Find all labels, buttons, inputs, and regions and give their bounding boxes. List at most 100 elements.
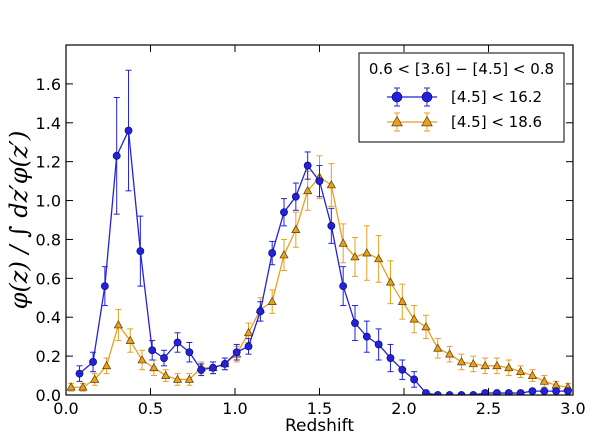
series-faint-point: [421, 322, 431, 331]
series-faint-point: [374, 253, 384, 263]
series-bright-point: [209, 363, 217, 372]
legend-entry-faint-marker: [421, 115, 433, 127]
series-bright-point: [232, 348, 241, 357]
series-bright-point: [124, 126, 133, 135]
series-bright-point: [136, 247, 145, 256]
legend-entry-bright-label: [4.5] < 16.2: [451, 88, 542, 106]
series-bright-point: [564, 387, 572, 395]
y-axis-title: φ(z) / ∫ dz′φ(z′): [5, 131, 33, 310]
series-bright-point: [398, 365, 407, 374]
legend-title: 0.6 < [3.6] − [4.5] < 0.8: [369, 60, 554, 78]
series-bright-point: [540, 387, 549, 395]
series-faint-point: [303, 185, 313, 195]
series-bright-point: [148, 346, 157, 355]
series-faint-point: [137, 355, 147, 364]
x-tick-label: 3.0: [560, 399, 585, 418]
series-bright-point: [268, 249, 277, 257]
y-tick-label: 0.0: [36, 386, 61, 405]
series-faint-point: [409, 314, 419, 323]
series-bright-point: [327, 221, 336, 230]
series-faint-point: [433, 343, 443, 352]
series-bright-point: [100, 282, 109, 291]
y-tick-label: 0.6: [36, 269, 61, 288]
series-bright-point: [528, 387, 537, 395]
series-bright-point: [386, 354, 395, 362]
series-faint-point: [397, 296, 407, 305]
series-faint-point: [492, 360, 502, 370]
series-faint-point: [113, 320, 123, 329]
series-group: [66, 69, 573, 395]
legend-entry-faint-label: [4.5] < 18.6: [451, 113, 542, 131]
legend-entry-bright-marker: [421, 91, 433, 103]
series-faint-point: [456, 357, 467, 366]
series-faint-point: [149, 362, 159, 372]
series-faint-point: [125, 335, 135, 344]
axes: 0.0 0.5 1.0 1.5 2.0 2.5 3.0 0.0 0.2 0.4 0.6 0.8 1.0 1…: [5, 44, 586, 436]
series-bright-point: [112, 151, 121, 160]
plot-area: [66, 69, 573, 395]
y-tick-label: 0.2: [36, 347, 61, 366]
series-faint-point: [468, 358, 478, 368]
y-tick-label: 1.0: [36, 192, 61, 211]
series-bright-point: [504, 389, 513, 395]
series-bright-point: [291, 192, 300, 201]
series-faint-point: [161, 370, 171, 379]
series-faint-point: [184, 374, 194, 383]
series-faint-point: [527, 370, 538, 379]
legend-entry-faint: [4.5] < 18.6: [387, 112, 542, 132]
series-bright: [75, 69, 572, 395]
series-bright-line: [79, 128, 568, 395]
x-tick-label: 2.5: [476, 399, 501, 418]
legend-entry-faint-marker: [391, 115, 403, 127]
series-faint-point: [267, 296, 277, 305]
series-bright-point: [493, 389, 501, 395]
series-bright-point: [220, 359, 229, 368]
series-bright-point: [410, 375, 419, 384]
series-faint-point: [90, 374, 100, 383]
x-tick-label: 1.5: [307, 399, 332, 418]
series-bright-point: [185, 348, 194, 357]
series-bright-point: [160, 354, 168, 362]
series-bright-point: [374, 340, 383, 349]
y-tick-label: 1.6: [36, 75, 61, 94]
legend-entry-bright: [4.5] < 16.2: [387, 87, 542, 107]
series-faint-point: [480, 360, 490, 370]
series-bright-point: [256, 307, 265, 316]
series-bright-point: [280, 208, 288, 217]
series-faint-point: [350, 252, 360, 261]
series-faint-point: [172, 374, 183, 383]
series-bright-point: [173, 338, 182, 347]
series-bright-point: [197, 365, 206, 374]
x-tick-label: 0.5: [138, 399, 163, 418]
series-bright-point: [552, 387, 560, 395]
y-tick-label: 1.4: [36, 114, 61, 133]
series-bright-point: [339, 282, 348, 291]
x-tick-label: 2.0: [391, 399, 416, 418]
series-bright-point: [362, 332, 371, 341]
series-faint-point: [362, 248, 372, 257]
series-faint-line: [71, 176, 569, 388]
x-tick-label: 0.0: [53, 399, 78, 418]
series-faint-point: [385, 277, 396, 286]
legend: 0.6 < [3.6] − [4.5] < 0.8 [4.5] < 16.2 [4.…: [358, 52, 565, 143]
series-faint-point: [326, 180, 336, 189]
series-faint-point: [539, 376, 549, 385]
series-faint-point: [279, 250, 289, 259]
series-bright-point: [244, 342, 253, 351]
series-faint-point: [445, 349, 455, 358]
x-tick-label: 1.0: [222, 399, 247, 418]
series-bright-point: [351, 319, 359, 327]
series-faint-point: [291, 224, 301, 234]
series-faint-point: [78, 382, 88, 391]
series-faint-point: [338, 238, 348, 247]
y-tick-label: 0.4: [36, 308, 61, 327]
legend-entry-bright-marker: [391, 91, 403, 103]
series-faint-point: [66, 382, 76, 391]
y-tick-label: 0.8: [36, 230, 61, 249]
series-faint-point: [243, 327, 254, 337]
series-bright-point: [75, 369, 84, 378]
series-faint-point: [516, 366, 526, 375]
series-faint-point: [504, 362, 514, 372]
series-bright-point: [303, 161, 312, 170]
series-bright-point: [315, 177, 324, 186]
